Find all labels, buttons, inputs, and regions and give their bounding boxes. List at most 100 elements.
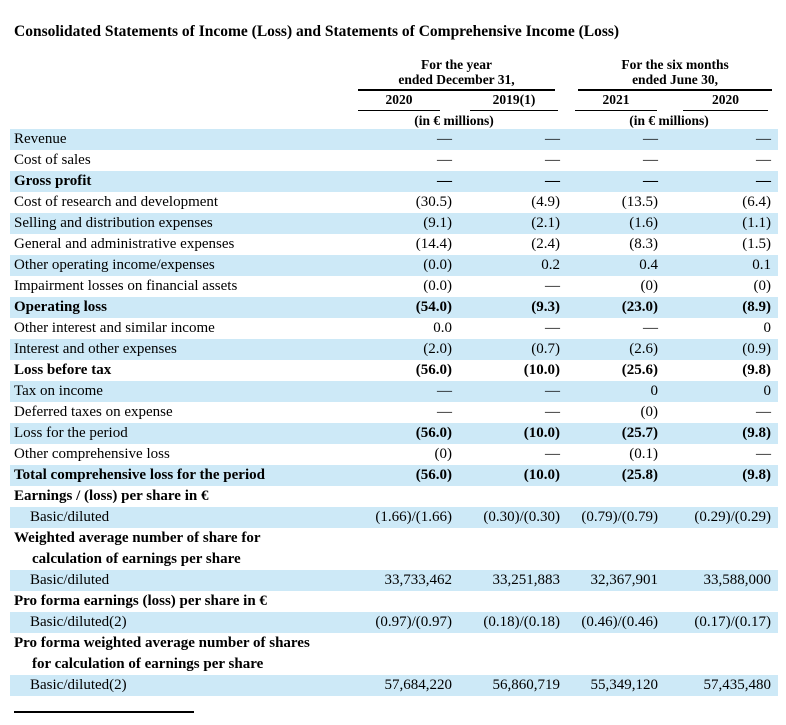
cell-value: (0.46)/(0.46) <box>581 614 659 630</box>
cell-value: (56.0) <box>415 362 452 378</box>
year-header-row: 2020 2019(1) 2021 2020 <box>10 91 778 111</box>
row-label-text: Pro forma weighted average number of sha… <box>14 635 310 651</box>
table-row: Loss for the period (56.0) (10.0) (25.7) (9.… <box>10 423 779 444</box>
cell-value: 32,367,901 <box>590 572 659 588</box>
row-label-text: Loss for the period <box>14 425 128 441</box>
cell-value: 57,684,220 <box>384 677 453 693</box>
table-row: Weighted average number of share for calc… <box>10 528 778 570</box>
cell-value <box>348 633 452 675</box>
row-label: Other interest and similar income <box>10 318 348 339</box>
row-label: Basic/diluted <box>10 570 348 591</box>
cell-value: (0.97)/(0.97) <box>375 614 452 630</box>
cell-value: 57,435,480 <box>703 677 772 693</box>
row-label-text: General and administrative expenses <box>14 236 235 252</box>
cell-value: — <box>545 173 561 189</box>
label-column-spacer <box>10 111 348 129</box>
cell-value: (0.29)/(0.29) <box>694 509 772 525</box>
row-label: Pro forma earnings (loss) per share in € <box>10 591 348 612</box>
column-group-year-line1: For the year <box>421 57 492 72</box>
cell-value <box>658 591 778 612</box>
column-group-year-cell: For the year ended December 31, <box>348 57 560 91</box>
cell-value: (0.0) <box>423 257 452 273</box>
cell-value: (2.1) <box>531 215 561 231</box>
row-label-text: Pro forma earnings (loss) per share in € <box>14 593 267 609</box>
row-label: Deferred taxes on expense <box>10 402 348 423</box>
row-label-text: Other interest and similar income <box>14 320 215 336</box>
column-group-six-months-line2: ended June 30, <box>632 72 718 87</box>
cell-value: (30.5) <box>415 194 452 210</box>
table-row: Pro forma weighted average number of sha… <box>10 633 778 675</box>
cell-value: (13.5) <box>621 194 659 210</box>
cell-value: — <box>643 152 659 168</box>
row-label-text: Impairment losses on financial assets <box>14 278 238 294</box>
cell-value: (1.6) <box>629 215 659 231</box>
cell-value: 0.4 <box>639 257 659 273</box>
cell-value <box>452 633 560 675</box>
row-label: Earnings / (loss) per share in € <box>10 486 348 507</box>
cell-value: 55,349,120 <box>590 677 659 693</box>
row-label-text: Basic/diluted <box>30 572 110 588</box>
cell-value: — <box>643 131 659 147</box>
column-group-year-line2: ended December 31, <box>398 72 515 87</box>
table-row: Impairment losses on financial assets (0.… <box>10 276 778 297</box>
cell-value <box>658 528 778 570</box>
cell-value: — <box>756 152 772 168</box>
row-label-text: Basic/diluted(2) <box>30 614 127 630</box>
cell-value: — <box>756 173 772 189</box>
page-title: Consolidated Statements of Income (Loss)… <box>14 23 620 40</box>
cell-value: 0.2 <box>541 257 561 273</box>
label-column-spacer <box>10 91 348 111</box>
cell-value: (10.0) <box>523 362 561 378</box>
row-label: Selling and distribution expenses <box>10 213 348 234</box>
cell-value: — <box>545 320 561 336</box>
footnote-separator-rule <box>14 711 194 713</box>
cell-value <box>560 528 658 570</box>
row-label-text: Cost of sales <box>14 152 91 168</box>
cell-value: 0.0 <box>433 320 452 336</box>
cell-value: (9.3) <box>531 299 561 315</box>
cell-value: 56,860,719 <box>492 677 561 693</box>
row-label: Cost of research and development <box>10 192 348 213</box>
column-group-six-months-cell: For the six months ended June 30, <box>560 57 778 91</box>
cell-value <box>348 528 452 570</box>
label-column-spacer <box>10 57 348 91</box>
row-label-text-line2: calculation of earnings per share <box>32 551 241 567</box>
table-row: Selling and distribution expenses (9.1) (2… <box>10 213 779 234</box>
table-body: Revenue — — — — Cost of sales — — — — Gross profit… <box>10 129 779 696</box>
row-label-text: Total comprehensive loss for the period <box>14 467 265 483</box>
row-label-text: Cost of research and development <box>14 194 219 210</box>
row-label: Loss for the period <box>10 423 348 444</box>
row-label-text: Deferred taxes on expense <box>14 404 173 420</box>
table-row: Other comprehensive loss (0) — (0.1) — <box>10 444 778 465</box>
cell-value: — <box>437 173 452 189</box>
cell-value: — <box>437 152 452 168</box>
cell-value: — <box>545 446 561 462</box>
cell-value: — <box>437 383 452 399</box>
cell-value: (6.4) <box>742 194 772 210</box>
column-group-year: For the year ended December 31, <box>358 57 556 91</box>
cell-value: (9.8) <box>742 425 772 441</box>
column-header-fy2020: 2020 <box>358 91 440 111</box>
table-row: Basic/diluted (1.66)/(1.66) (0.30)/(0.30) (… <box>10 507 779 528</box>
column-header-hy2020: 2020 <box>683 91 769 111</box>
table-row: Pro forma earnings (loss) per share in € <box>10 591 778 612</box>
column-group-six-months: For the six months ended June 30, <box>578 57 773 91</box>
cell-value: — <box>643 320 659 336</box>
table-row: Interest and other expenses (2.0) (0.7) (2.… <box>10 339 779 360</box>
cell-value <box>560 591 658 612</box>
row-label-text: Operating loss <box>14 299 107 315</box>
cell-value: (0.9) <box>742 341 772 357</box>
cell-value: (0) <box>640 404 659 420</box>
row-label: Interest and other expenses <box>10 339 348 360</box>
table-row: Other interest and similar income 0.0 — — 0 <box>10 318 778 339</box>
table-row: General and administrative expenses (14.4… <box>10 234 778 255</box>
table-row: Earnings / (loss) per share in € <box>10 486 778 507</box>
cell-value: — <box>545 404 561 420</box>
row-label: Gross profit <box>10 171 348 192</box>
table-row: Cost of research and development (30.5) (4… <box>10 192 778 213</box>
cell-value: (23.0) <box>621 299 659 315</box>
cell-value: (0.18)/(0.18) <box>483 614 561 630</box>
row-label: Cost of sales <box>10 150 348 171</box>
cell-value: (1.5) <box>742 236 772 252</box>
